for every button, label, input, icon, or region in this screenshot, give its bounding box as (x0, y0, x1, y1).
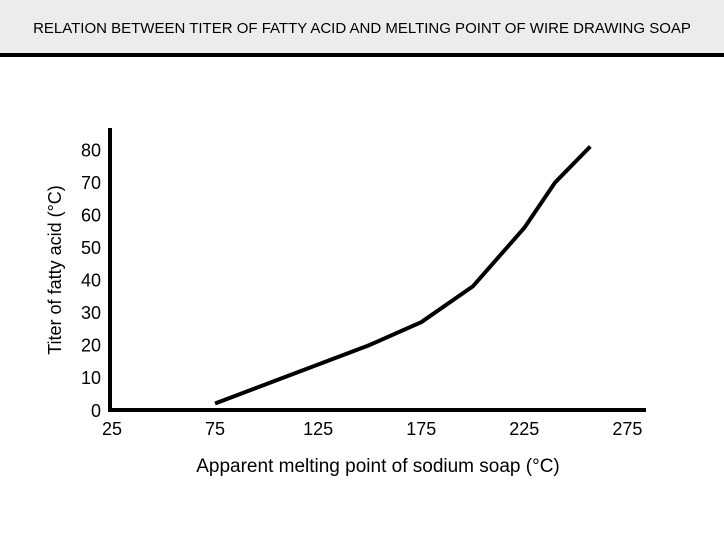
y-tick-label: 0 (91, 401, 101, 421)
x-tick-label: 25 (102, 419, 122, 439)
x-tick-label: 275 (612, 419, 642, 439)
header-rule (0, 53, 724, 57)
x-tick-label: 175 (406, 419, 436, 439)
x-axis-label: Apparent melting point of sodium soap (°… (196, 456, 560, 477)
y-tick-label: 30 (81, 303, 101, 323)
y-tick-label: 70 (81, 173, 101, 193)
y-tick-label: 50 (81, 238, 101, 258)
x-tick-label: 225 (509, 419, 539, 439)
y-tick-label: 60 (81, 206, 101, 226)
y-tick-label: 40 (81, 271, 101, 291)
y-tick-label: 10 (81, 368, 101, 388)
header-bar (0, 0, 724, 55)
x-tick-label: 125 (303, 419, 333, 439)
y-axis-label: Titer of fatty acid (°C) (45, 185, 65, 355)
y-tick-label: 20 (81, 336, 101, 356)
y-tick-label: 80 (81, 141, 101, 161)
data-line (214, 145, 592, 406)
chart-title: RELATION BETWEEN TITER OF FATTY ACID AND… (33, 20, 691, 37)
x-tick-label: 75 (205, 419, 225, 439)
